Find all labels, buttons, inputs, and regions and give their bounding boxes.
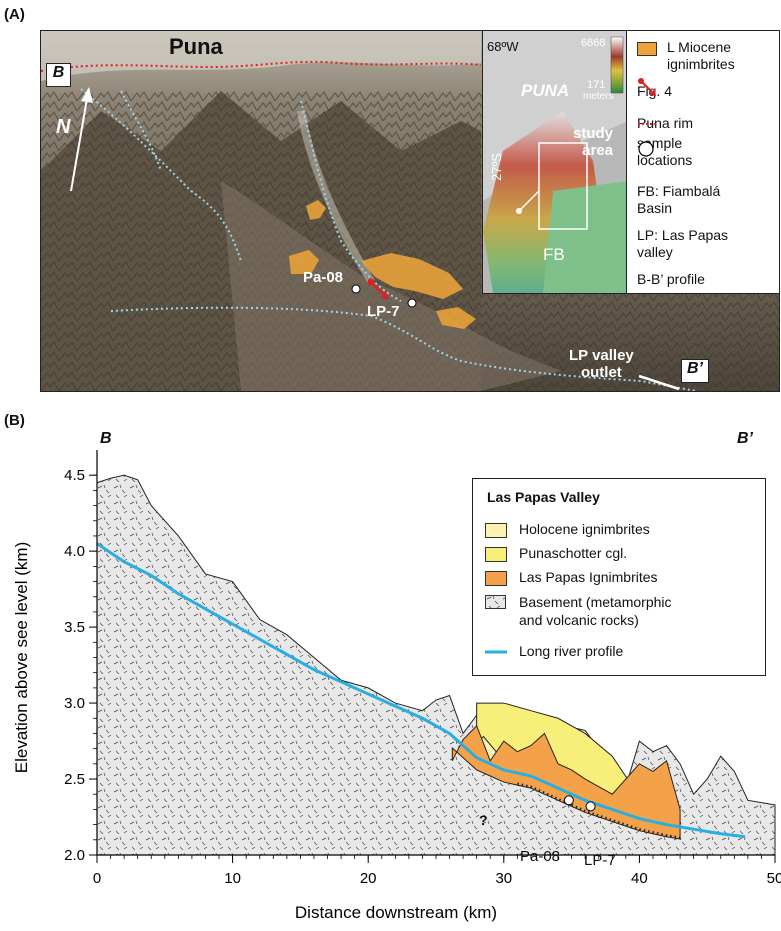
river-trace	[110, 306, 697, 391]
y-tick-label: 4.5	[64, 467, 85, 484]
las-papas-ignimbrite-unit	[451, 724, 681, 840]
x-tick-label: 0	[93, 870, 101, 887]
x-tick-label: 30	[495, 870, 512, 887]
profile-b-end: B’	[737, 430, 753, 447]
legend-ignimbrites: L Miocene ignimbrites	[667, 39, 735, 72]
legend-puna-rim: Puna rim	[637, 115, 694, 131]
profile-lp7-label: LP-7	[584, 852, 616, 869]
profile-chart: 0 10 20 30 40 50 2.0 2.5 3.0 3.5 4.0 4.5 Distance do…	[12, 450, 781, 922]
legend-lp: LP: Las Papas valley	[637, 227, 729, 260]
legend-holocene: Holocene ignimbrites	[519, 521, 650, 537]
sample-marker-lp7	[407, 298, 417, 308]
sample-point-pa08	[563, 795, 574, 806]
panel-a-label: (A)	[4, 6, 25, 23]
y-tick-label: 2.0	[64, 847, 85, 864]
b-end-label: B’	[681, 359, 709, 383]
inset-puna-label: PUNA	[521, 81, 570, 100]
elevation-colorbar	[610, 36, 624, 94]
y-tick-label: 3.5	[64, 619, 85, 636]
lp7-label: LP-7	[367, 303, 400, 320]
x-tick-label: 20	[360, 870, 377, 887]
legend-punaschotter: Punaschotter cgl.	[519, 545, 628, 561]
x-tick-label: 40	[631, 870, 648, 887]
x-tick-label: 10	[224, 870, 241, 887]
north-label: N	[56, 116, 71, 138]
study-area-label: study area	[573, 125, 614, 159]
elev-min-label: 171	[587, 79, 606, 91]
inset-fb-label: FB	[543, 245, 565, 264]
y-tick-label: 4.0	[64, 543, 85, 560]
b-start-label: B	[46, 63, 71, 87]
river-trace	[300, 100, 402, 302]
profile-b-start: B	[100, 430, 112, 447]
legend-fb: FB: Fiambalá Basin	[637, 183, 721, 216]
puna-rim-line	[41, 60, 482, 72]
ignimbrite-base-contact	[517, 782, 681, 839]
elev-max-label: 6868	[581, 37, 606, 49]
study-area-box	[538, 142, 588, 230]
sample-marker-pa08	[351, 284, 361, 294]
river-profile-line	[96, 542, 746, 839]
outlet-label: LP valley outlet	[569, 347, 634, 381]
y-tick-label: 3.0	[64, 695, 85, 712]
river-trace	[120, 90, 162, 172]
profile-pa08-label: Pa-08	[520, 848, 561, 865]
pa08-label: Pa-08	[303, 269, 344, 286]
legend-las-papas: Las Papas Ignimbrites	[519, 569, 658, 585]
ignimbrite-outcrops	[289, 200, 476, 329]
legend-b-title: Las Papas Valley	[487, 489, 600, 505]
elev-unit-label: meters	[583, 91, 614, 102]
y-tick-label: 2.5	[64, 771, 85, 788]
legend-panel-a: L Miocene ignimbrites Fig. 4 Puna rim sa…	[626, 31, 779, 294]
inset-lat-label: 27ºS	[489, 153, 504, 181]
legend-river: Long river profile	[519, 643, 624, 659]
puna-label: Puna	[169, 34, 223, 59]
inset-elevation-map: 68ºW 6868 171 meters PUNA study area 27º…	[482, 31, 628, 294]
north-arrow	[70, 92, 89, 192]
x-tick-label: 50	[767, 870, 781, 887]
satellite-image-panel: Puna B N Pa-08 LP-7 LP valley outlet B’	[40, 30, 780, 392]
legend-profile: B-B’ profile	[637, 271, 705, 287]
panel-b-label: (B)	[4, 412, 25, 429]
y-axis-title: Elevation above see level (km)	[12, 542, 31, 774]
unknown-contact-marker: ?	[479, 812, 488, 828]
legend-panel-b: Las Papas Valley Holocene ignimbrites Pu…	[472, 478, 766, 676]
x-axis-title: Distance downstream (km)	[295, 903, 497, 922]
legend-basement: Basement (metamorphic and volcanic rocks…	[519, 594, 672, 628]
sample-point-lp7	[585, 801, 596, 812]
inset-lon-label: 68ºW	[487, 39, 519, 54]
